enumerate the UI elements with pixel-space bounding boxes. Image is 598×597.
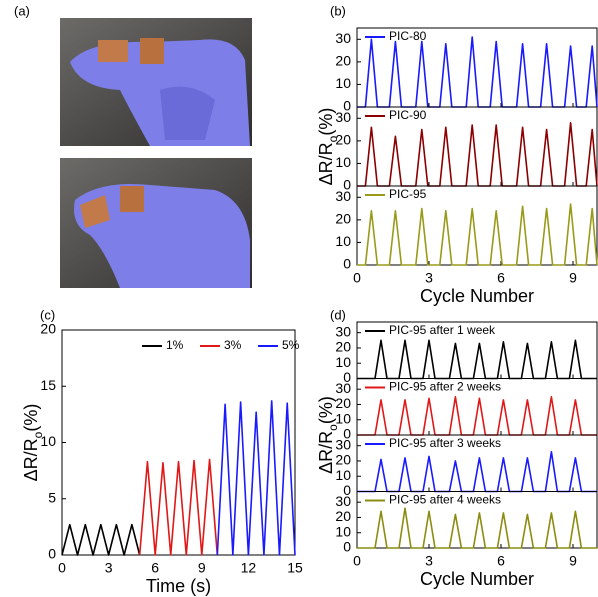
y-axis-label-part: (%) — [21, 404, 41, 432]
y-axis-label-part: ΔR/R — [316, 142, 336, 185]
x-tick-label: 9 — [569, 553, 577, 569]
y-tick-label: 10 — [335, 75, 351, 91]
axes-frame — [356, 185, 598, 266]
x-axis-label: Time (s) — [146, 576, 211, 596]
y-tick-label: 20 — [335, 339, 351, 355]
data-line — [357, 396, 597, 436]
x-tick-label: 6 — [497, 553, 505, 569]
x-tick-label: 6 — [497, 270, 505, 286]
data-line — [216, 400, 296, 556]
copper-band — [98, 40, 128, 62]
legend-label: PIC-80 — [389, 29, 427, 43]
y-tick-label: 10 — [335, 354, 351, 370]
legend-label: PIC-95 after 1 week — [389, 323, 496, 337]
y-tick-label: 10 — [335, 467, 351, 483]
y-axis-label-part: (%) — [316, 396, 336, 424]
data-line — [357, 36, 598, 108]
x-tick-label: 3 — [105, 560, 113, 576]
axes-frame — [356, 491, 598, 549]
panel-label: (a) — [14, 3, 30, 18]
glove — [74, 184, 250, 288]
y-tick-label: 20 — [335, 132, 351, 148]
y-tick-label: 0 — [343, 177, 351, 193]
y-axis-label-part: o — [326, 424, 340, 431]
y-tick-label: 30 — [335, 323, 351, 339]
data-line — [357, 451, 597, 493]
x-tick-label: 12 — [241, 560, 257, 576]
y-axis-label: ΔR/Ro(%) — [316, 396, 340, 474]
y-tick-label: 30 — [335, 188, 351, 204]
y-tick-label: 30 — [335, 493, 351, 509]
y-tick-label: 30 — [335, 30, 351, 46]
legend-label: PIC-95 after 3 weeks — [389, 436, 501, 450]
y-tick-label: 10 — [335, 154, 351, 170]
data-line — [357, 339, 597, 380]
legend-label: PIC-95 after 4 weeks — [389, 493, 501, 507]
y-axis-label: ΔR/Ro(%) — [21, 404, 45, 482]
legend-label: PIC-95 — [389, 187, 427, 201]
data-line — [357, 203, 598, 266]
y-axis-label: ΔR/Ro(%) — [316, 108, 340, 186]
y-tick-label: 0 — [343, 482, 351, 498]
legend-label: PIC-95 after 2 weeks — [389, 380, 501, 394]
x-tick-label: 3 — [425, 553, 433, 569]
y-tick-label: 20 — [335, 395, 351, 411]
y-tick-label: 5 — [48, 489, 56, 505]
x-tick-label: 0 — [353, 553, 361, 569]
y-tick-label: 10 — [335, 233, 351, 249]
y-tick-label: 15 — [40, 377, 56, 393]
x-tick-label: 15 — [287, 560, 303, 576]
panel-label: (d) — [330, 307, 346, 322]
x-tick-label: 9 — [198, 560, 206, 576]
y-tick-label: 0 — [343, 539, 351, 555]
y-axis-label-part: ΔR/R — [21, 438, 41, 481]
y-tick-label: 0 — [343, 98, 351, 114]
data-line — [138, 458, 219, 556]
copper-band — [80, 195, 110, 228]
photo-top — [60, 18, 252, 146]
y-tick-label: 30 — [335, 109, 351, 125]
y-axis-label-part: ΔR/R — [316, 431, 336, 474]
x-axis-label: Cycle Number — [420, 569, 534, 589]
y-tick-label: 20 — [335, 452, 351, 468]
x-tick-label: 9 — [569, 270, 577, 286]
y-axis-label-part: (%) — [316, 108, 336, 136]
y-tick-label: 10 — [335, 410, 351, 426]
x-tick-label: 0 — [58, 560, 66, 576]
legend-label: 5% — [282, 338, 300, 352]
legend-label: PIC-90 — [389, 108, 427, 122]
y-tick-label: 30 — [335, 436, 351, 452]
y-tick-label: 0 — [343, 426, 351, 442]
y-tick-label: 20 — [335, 508, 351, 524]
y-tick-label: 20 — [335, 211, 351, 227]
panel-label: (c) — [40, 307, 55, 322]
y-tick-label: 10 — [40, 433, 56, 449]
data-line — [61, 523, 141, 556]
x-tick-label: 3 — [425, 270, 433, 286]
panel-label: (b) — [330, 3, 346, 18]
y-tick-label: 0 — [343, 256, 351, 272]
y-tick-label: 20 — [335, 53, 351, 69]
y-tick-label: 20 — [40, 321, 56, 337]
legend-label: 3% — [224, 338, 242, 352]
y-tick-label: 30 — [335, 380, 351, 396]
glove-shadow — [160, 86, 215, 140]
data-line — [357, 507, 597, 549]
y-tick-label: 10 — [335, 523, 351, 539]
y-axis-label-part: o — [31, 431, 45, 438]
x-tick-label: 6 — [151, 560, 159, 576]
copper-band — [120, 186, 144, 212]
copper-band — [140, 38, 164, 64]
y-axis-label-part: o — [326, 135, 340, 142]
y-tick-label: 0 — [48, 546, 56, 562]
y-tick-label: 0 — [343, 369, 351, 385]
x-axis-label: Cycle Number — [420, 286, 534, 306]
axes-frame — [61, 329, 296, 556]
legend-label: 1% — [166, 338, 184, 352]
x-tick-label: 0 — [353, 270, 361, 286]
photo-bottom — [60, 158, 252, 288]
data-line — [357, 122, 598, 187]
